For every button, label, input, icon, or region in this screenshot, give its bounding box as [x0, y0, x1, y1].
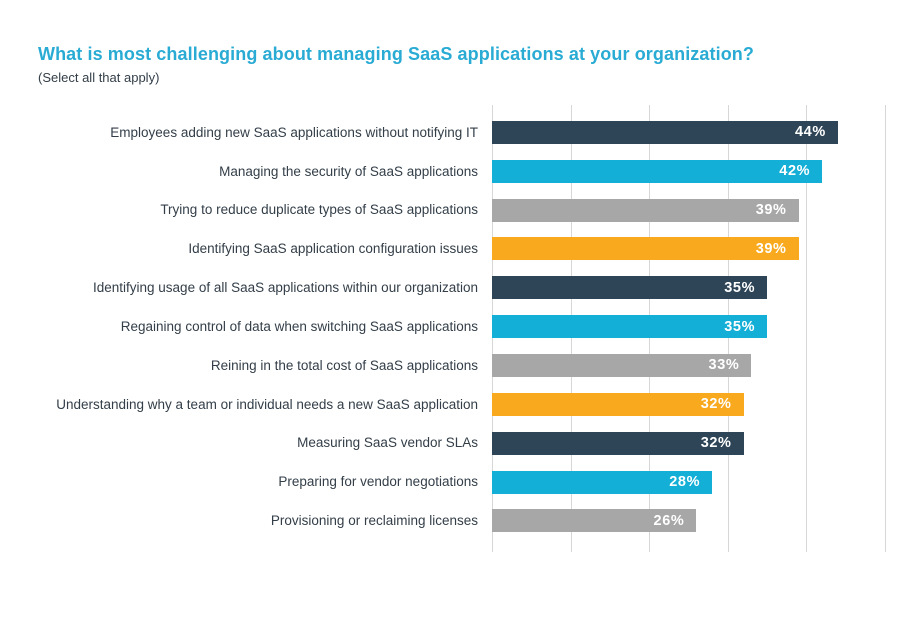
bar-track: 33%: [492, 353, 885, 377]
bar-rows: Employees adding new SaaS applications w…: [0, 113, 920, 540]
bar: 33%: [492, 353, 752, 377]
chart-row: Reining in the total cost of SaaS applic…: [0, 346, 920, 385]
chart-row: Preparing for vendor negotiations 28%: [0, 463, 920, 502]
category-label: Preparing for vendor negotiations: [278, 474, 478, 490]
chart-title: What is most challenging about managing …: [38, 44, 754, 64]
bar: 28%: [492, 470, 713, 494]
bar-track: 35%: [492, 276, 885, 300]
chart-row: Regaining control of data when switching…: [0, 307, 920, 346]
bar-track: 26%: [492, 509, 885, 533]
bar-track: 44%: [492, 120, 885, 144]
bar: 44%: [492, 120, 838, 144]
category-label: Trying to reduce duplicate types of SaaS…: [160, 202, 478, 218]
bar-value-label: 39%: [755, 202, 787, 219]
category-label: Regaining control of data when switching…: [120, 318, 478, 334]
category-label: Employees adding new SaaS applications w…: [110, 124, 478, 140]
bar-value-label: 28%: [669, 474, 701, 491]
bar: 32%: [492, 431, 744, 455]
bar-value-label: 32%: [700, 435, 732, 452]
bar: 26%: [492, 509, 697, 533]
bar-value-label: 32%: [700, 396, 732, 413]
chart-row: Employees adding new SaaS applications w…: [0, 113, 920, 152]
bar-track: 39%: [492, 198, 885, 222]
bar: 42%: [492, 159, 823, 183]
bar-value-label: 33%: [708, 357, 740, 374]
chart-row: Measuring SaaS vendor SLAs 32%: [0, 424, 920, 463]
chart-row: Managing the security of SaaS applicatio…: [0, 152, 920, 191]
category-label: Understanding why a team or individual n…: [56, 396, 478, 412]
bar-track: 28%: [492, 470, 885, 494]
bar-value-label: 42%: [779, 163, 811, 180]
category-label: Identifying SaaS application configurati…: [188, 241, 478, 257]
category-label: Measuring SaaS vendor SLAs: [297, 435, 478, 451]
chart-subtitle: (Select all that apply): [38, 70, 160, 85]
bar: 35%: [492, 276, 768, 300]
chart-row: Provisioning or reclaiming licenses 26%: [0, 501, 920, 540]
plot-area: Employees adding new SaaS applications w…: [0, 105, 920, 552]
bar: 39%: [492, 237, 799, 261]
gridline: [806, 105, 808, 552]
category-label: Identifying usage of all SaaS applicatio…: [93, 280, 478, 296]
gridline: [885, 105, 886, 552]
bar: 35%: [492, 315, 768, 339]
chart-row: Understanding why a team or individual n…: [0, 385, 920, 424]
bar-value-label: 39%: [755, 240, 787, 257]
category-label: Provisioning or reclaiming licenses: [270, 513, 478, 529]
bar-track: 42%: [492, 159, 885, 183]
bar-value-label: 26%: [653, 512, 685, 529]
category-label: Managing the security of SaaS applicatio…: [219, 163, 478, 179]
bar: 32%: [492, 392, 744, 416]
bar-track: 32%: [492, 431, 885, 455]
bar-value-label: 44%: [795, 124, 826, 141]
bar-track: 35%: [492, 315, 885, 339]
category-label: Reining in the total cost of SaaS applic…: [210, 357, 478, 373]
bar-track: 32%: [492, 392, 885, 416]
bar-value-label: 35%: [724, 279, 756, 296]
chart-row: Trying to reduce duplicate types of SaaS…: [0, 191, 920, 230]
bar-value-label: 35%: [724, 318, 756, 335]
bar: 39%: [492, 198, 799, 222]
bar-track: 39%: [492, 237, 885, 261]
chart-row: Identifying SaaS application configurati…: [0, 230, 920, 269]
chart-row: Identifying usage of all SaaS applicatio…: [0, 268, 920, 307]
